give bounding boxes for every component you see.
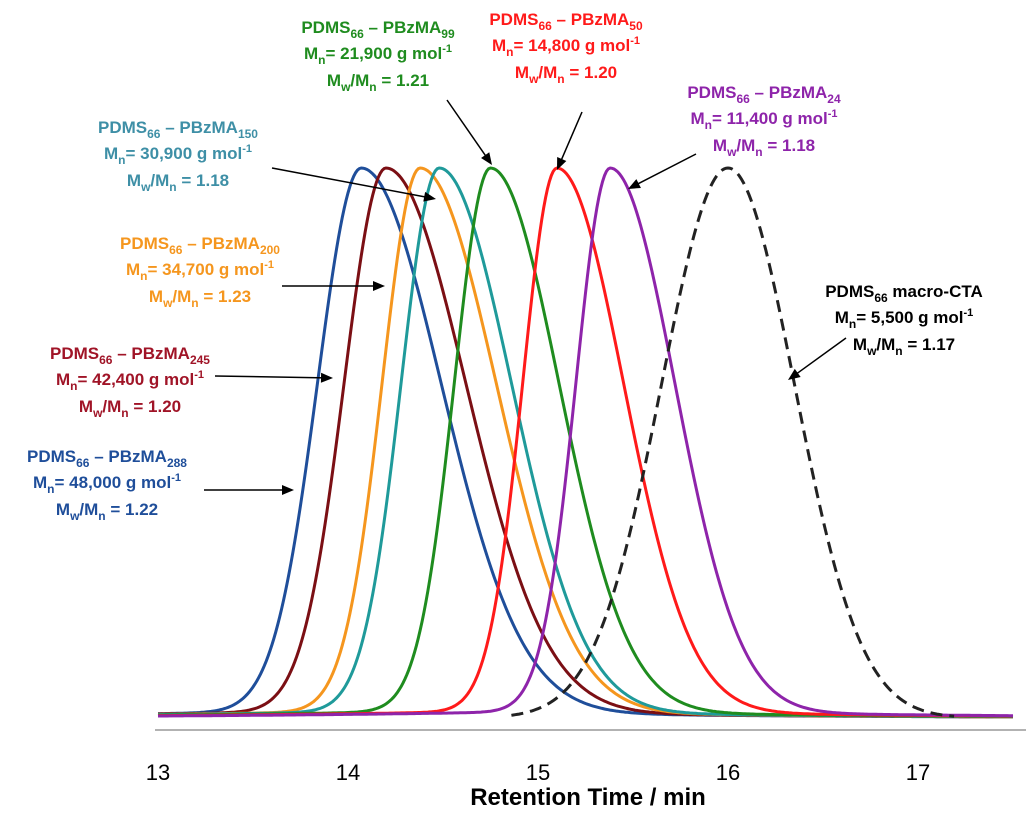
annotation-mn: Mn= 14,800 g mol-1 [492,35,640,59]
arrow-head-6 [282,485,294,495]
arrow-line-7 [794,337,847,376]
annotation-title: PDMS66 – PBzMA24 [687,83,841,106]
series-curve-4 [158,166,1013,718]
series-curve-6 [158,166,1013,718]
arrow-head-0 [481,152,492,165]
annotation-mn: Mn= 5,500 g mol-1 [835,307,974,331]
annotation-mn: Mn= 21,900 g mol-1 [304,43,452,67]
arrow-head-3 [423,191,436,202]
arrow-head-2 [628,179,641,189]
series-curve-2 [158,166,1013,719]
annotation-title: PDMS66 – PBzMA245 [50,344,210,367]
annotation-dispersity: Mw/Mn = 1.18 [127,171,229,194]
annotation-title: PDMS66 – PBzMA50 [489,10,643,33]
x-tick-label-17: 17 [906,760,930,785]
series-curve-3 [158,166,1014,719]
arrow-head-4 [373,281,385,291]
x-tick-labels: 13 14 15 16 17 [146,760,930,785]
arrow-line-5 [214,375,326,379]
annotation-dispersity: Mw/Mn = 1.18 [713,136,815,159]
annotation-mn: Mn= 42,400 g mol-1 [56,369,204,393]
annotation-dispersity: Mw/Mn = 1.20 [515,63,617,86]
series-curve-5 [157,166,1013,718]
annotation-title: PDMS66 – PBzMA99 [301,18,455,41]
annotation-mn: Mn= 48,000 g mol-1 [33,472,181,496]
x-tick-label-16: 16 [716,760,740,785]
arrow-line-2 [634,153,697,187]
arrow-head-5 [320,372,333,383]
series-curve-1 [158,166,1013,719]
series-curve-0 [158,166,1013,719]
series-curves [157,166,1014,719]
annotation-dispersity: Mw/Mn = 1.23 [149,287,251,310]
annotation-arrows [204,99,847,495]
x-tick-label-15: 15 [526,760,550,785]
annotation-dispersity: Mw/Mn = 1.21 [327,71,429,94]
arrow-head-1 [557,157,567,170]
arrow-line-1 [559,111,583,163]
annotation-dispersity: Mw/Mn = 1.20 [79,397,181,420]
arrow-line-0 [446,99,489,159]
arrow-line-3 [271,167,429,199]
x-tick-label-14: 14 [336,760,360,785]
annotation-mn: Mn= 11,400 g mol-1 [690,108,837,132]
arrow-head-7 [788,368,801,380]
annotation-title: PDMS66 macro-CTA [825,282,983,305]
annotation-mn: Mn= 34,700 g mol-1 [126,259,274,283]
annotation-mn: Mn= 30,900 g mol-1 [104,143,252,167]
annotation-dispersity: Mw/Mn = 1.17 [853,335,955,358]
annotation-title: PDMS66 – PBzMA150 [98,118,258,141]
annotation-title: PDMS66 – PBzMA288 [27,447,187,470]
series-curve-7 [511,166,955,718]
x-axis-title: Retention Time / min [470,784,706,811]
annotation-title: PDMS66 – PBzMA200 [120,234,280,257]
x-tick-label-13: 13 [146,760,170,785]
annotation-dispersity: Mw/Mn = 1.22 [56,500,158,523]
